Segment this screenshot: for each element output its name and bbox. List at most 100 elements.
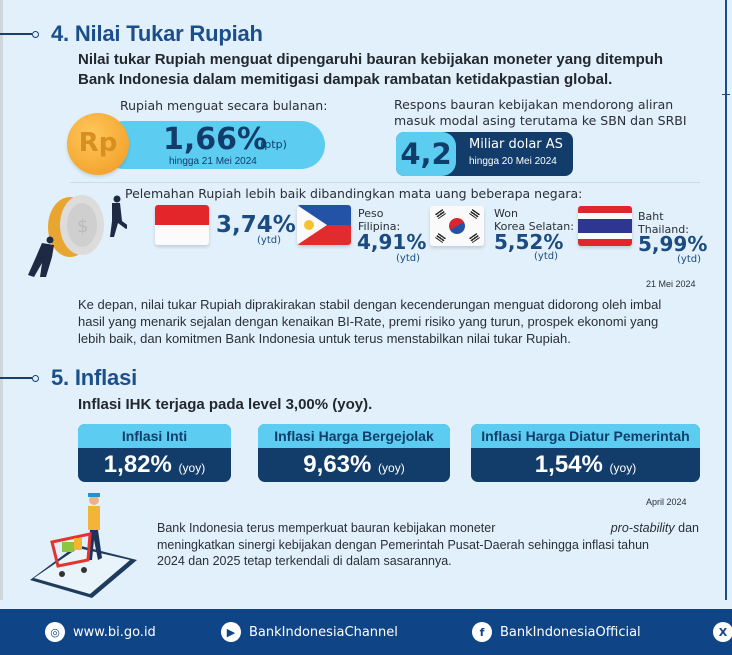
footer-youtube-text: BankIndonesiaChannel xyxy=(249,624,398,640)
label-line: masuk modal asing terutama ke SBN dan SR… xyxy=(394,113,687,128)
inflation-paragraph: Bank Indonesia terus memperkuat bauran k… xyxy=(157,520,699,570)
card-label: Inflasi Harga Diatur Pemerintah xyxy=(471,424,700,448)
philippines-currency: Peso Filipina: xyxy=(358,207,400,233)
lead-line: Nilai tukar Rupiah menguat dipengaruhi b… xyxy=(78,51,664,68)
trigram xyxy=(469,208,480,220)
footer: ◎ www.bi.go.id ▶ BankIndonesiaChannel f … xyxy=(0,609,732,655)
inflation-card-core: Inflasi Inti 1,82% (yoy) xyxy=(78,424,231,482)
capital-inflow-box: 4,2 Miliar dolar AS hingga 20 Mei 2024 xyxy=(396,132,573,176)
flag-indonesia-icon xyxy=(155,205,209,245)
indonesia-unit: (ytd) xyxy=(257,235,281,246)
indonesia-value: 3,74% xyxy=(216,212,296,238)
monthly-label: Rupiah menguat secara bulanan: xyxy=(120,98,328,113)
outlook-paragraph: Ke depan, nilai tukar Rupiah diprakiraka… xyxy=(78,296,661,347)
paragraph-line: 2024 dan 2025 tetap terkendali di dalam … xyxy=(157,554,452,568)
flag-south-korea-icon xyxy=(430,206,484,246)
comparison-date: 21 Mei 2024 xyxy=(646,279,696,289)
paragraph-line: meningkatkan sinergi kebijakan dengan Pe… xyxy=(157,537,649,552)
trigram xyxy=(469,232,480,244)
footer-facebook-link[interactable]: f BankIndonesiaOfficial xyxy=(472,609,641,655)
card-unit: (yoy) xyxy=(609,461,637,475)
korea-unit: (ytd) xyxy=(534,251,558,262)
capital-inflow-value: 4,2 xyxy=(396,132,456,176)
card-label: Inflasi Inti xyxy=(78,424,231,448)
currency-line: Baht xyxy=(638,210,664,223)
comparison-label: Pelemahan Rupiah lebih baik dibandingkan… xyxy=(125,186,583,201)
text: dan xyxy=(674,521,699,535)
paragraph-line: lebih baik, dan komitmen Bank Indonesia … xyxy=(78,331,571,346)
timeline-dot-icon xyxy=(32,374,39,382)
philippines-unit: (ytd) xyxy=(396,253,420,264)
section-5-lead: Inflasi IHK terjaga pada level 3,00% (yo… xyxy=(78,396,373,413)
italic-text: pro-stability xyxy=(610,521,675,535)
coin-pushing-illustration-icon: $ xyxy=(28,195,127,277)
lead-line: Bank Indonesia dalam memitigasi dampak r… xyxy=(78,71,613,88)
timeline-line xyxy=(0,33,32,35)
inflation-card-administered: Inflasi Harga Diatur Pemerintah 1,54% (y… xyxy=(471,424,700,482)
paragraph-line: Bank Indonesia terus memperkuat bauran k… xyxy=(157,520,699,537)
currency-line: Won xyxy=(494,207,518,220)
monthly-value: 1,66% xyxy=(163,122,268,157)
card-value-row: 1,82% (yoy) xyxy=(78,448,231,482)
footer-x-link[interactable]: X xyxy=(713,609,732,655)
capital-inflow-unit: Miliar dolar AS xyxy=(469,137,563,152)
section-5-header: 5. Inflasi xyxy=(0,365,137,391)
section-4-header: 4. Nilai Tukar Rupiah xyxy=(0,21,263,47)
monthly-pill xyxy=(100,121,325,169)
paragraph-line: hasil yang menarik sejalan dengan kenaik… xyxy=(78,314,659,329)
monthly-unit: (ptp) xyxy=(260,138,287,151)
frame-left-border xyxy=(0,0,3,600)
capital-inflow-date: hingga 20 Mei 2024 xyxy=(469,156,557,167)
facebook-icon: f xyxy=(472,622,492,642)
capital-inflow-label: Respons bauran kebijakan mendorong alira… xyxy=(394,97,687,129)
thailand-unit: (ytd) xyxy=(677,254,701,265)
x-icon: X xyxy=(713,622,732,642)
coin-text: Rp xyxy=(78,128,118,158)
timeline-dot-icon xyxy=(32,30,39,38)
currency-line: Korea Selatan: xyxy=(494,220,574,233)
svg-text:$: $ xyxy=(77,216,88,237)
play-icon: ▶ xyxy=(221,622,241,642)
inflation-date: April 2024 xyxy=(646,497,687,507)
frame-right-border xyxy=(725,0,727,600)
currency-line: Peso xyxy=(358,207,384,220)
philippines-value: 4,91% xyxy=(357,230,427,254)
paragraph-line: Ke depan, nilai tukar Rupiah diprakiraka… xyxy=(78,297,662,312)
section-4-title: 4. Nilai Tukar Rupiah xyxy=(51,21,263,46)
footer-website-link[interactable]: ◎ www.bi.go.id xyxy=(45,609,156,655)
trigram xyxy=(435,208,446,220)
inflation-card-volatile: Inflasi Harga Bergejolak 9,63% (yoy) xyxy=(258,424,450,482)
thailand-value: 5,99% xyxy=(638,232,708,256)
section-5-title: 5. Inflasi xyxy=(51,365,138,390)
footer-youtube-link[interactable]: ▶ BankIndonesiaChannel xyxy=(221,609,398,655)
currency-line: Thailand: xyxy=(638,223,689,236)
card-label: Inflasi Harga Bergejolak xyxy=(258,424,450,448)
card-value: 9,63% xyxy=(303,451,372,478)
timeline-line xyxy=(0,377,32,379)
thailand-currency: Baht Thailand: xyxy=(638,210,689,236)
trigram xyxy=(435,232,446,244)
korea-value: 5,52% xyxy=(494,230,564,254)
footer-facebook-text: BankIndonesiaOfficial xyxy=(500,624,641,640)
rupiah-coin-icon: Rp xyxy=(67,113,129,175)
label-line: Respons bauran kebijakan mendorong alira… xyxy=(394,97,674,112)
korea-currency: Won Korea Selatan: xyxy=(494,207,574,233)
card-unit: (yoy) xyxy=(178,461,206,475)
text: Bank Indonesia terus memperkuat bauran k… xyxy=(157,521,496,535)
divider xyxy=(70,182,700,183)
frame-right-tick xyxy=(722,94,730,95)
card-value-row: 1,54% (yoy) xyxy=(471,448,700,482)
card-value: 1,54% xyxy=(534,451,603,478)
currency-line: Filipina: xyxy=(358,220,401,233)
taeguk xyxy=(446,215,468,237)
card-unit: (yoy) xyxy=(378,461,405,475)
shopping-cart-phone-illustration-icon xyxy=(30,493,137,598)
flag-thailand-icon xyxy=(578,206,632,246)
section-4-lead: Nilai tukar Rupiah menguat dipengaruhi b… xyxy=(78,50,663,90)
footer-website-text: www.bi.go.id xyxy=(73,624,156,640)
globe-icon: ◎ xyxy=(45,622,65,642)
card-value: 1,82% xyxy=(103,451,172,478)
flag-philippines-icon xyxy=(297,205,351,245)
card-value-row: 9,63% (yoy) xyxy=(258,448,450,482)
monthly-date: hingga 21 Mei 2024 xyxy=(169,156,257,167)
